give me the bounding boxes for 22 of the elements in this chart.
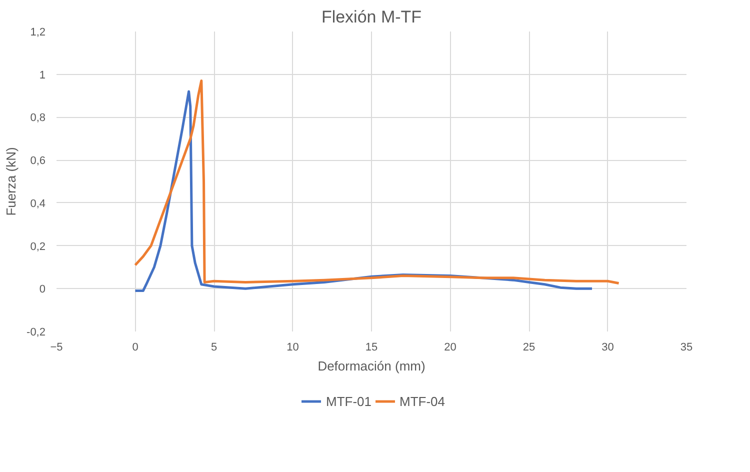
x-tick-label: 35 <box>680 342 693 354</box>
x-tick-label: 30 <box>602 342 614 354</box>
x-tick-label: 5 <box>210 342 218 354</box>
legend-label: MTF-04 <box>400 394 445 408</box>
x-tick-label: 25 <box>522 342 536 354</box>
y-tick-label: 0,6 <box>30 155 46 168</box>
x-tick-label: 10 <box>286 342 299 354</box>
x-tick-label: −5 <box>50 342 63 354</box>
y-tick-label: 0,4 <box>30 198 46 210</box>
chart-title: Flexión M-TF <box>321 8 422 26</box>
y-tick-label: 0 <box>39 284 46 296</box>
y-tick-label: 0,8 <box>30 112 46 124</box>
x-tick-label: 20 <box>444 342 456 354</box>
y-tick-label: 0,2 <box>30 240 46 253</box>
x-tick-label: 15 <box>365 342 378 354</box>
x-axis-title: Deformación (mm) <box>318 358 426 374</box>
legend-label: MTF-01 <box>326 394 372 408</box>
y-tick-label: 1 <box>39 69 46 82</box>
x-tick-label: 0 <box>132 342 138 354</box>
y-tick-label: 1,2 <box>30 26 46 38</box>
y-tick-label: -0,2 <box>26 326 46 338</box>
y-axis-title: Fuerza (kN) <box>4 147 19 216</box>
